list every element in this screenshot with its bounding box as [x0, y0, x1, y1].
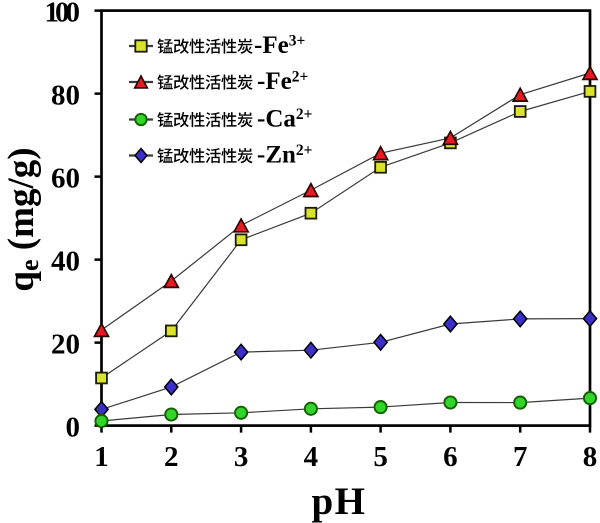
svg-text:pH: pH: [311, 480, 366, 523]
svg-text:80: 80: [51, 80, 80, 112]
svg-text:8: 8: [583, 441, 598, 473]
svg-text:5: 5: [373, 441, 388, 473]
svg-text:0: 0: [66, 412, 81, 444]
svg-text:60: 60: [51, 163, 80, 195]
svg-text:40: 40: [51, 246, 80, 278]
svg-text:6: 6: [443, 441, 458, 473]
svg-text:-Zn2+: -Zn2+: [257, 141, 313, 168]
svg-text:1: 1: [94, 441, 109, 473]
svg-text:3: 3: [234, 441, 249, 473]
svg-text:7: 7: [513, 441, 528, 473]
svg-text:4: 4: [304, 441, 319, 473]
svg-text:100: 100: [45, 0, 81, 29]
svg-text:20: 20: [51, 329, 80, 361]
svg-text:2: 2: [164, 441, 179, 473]
